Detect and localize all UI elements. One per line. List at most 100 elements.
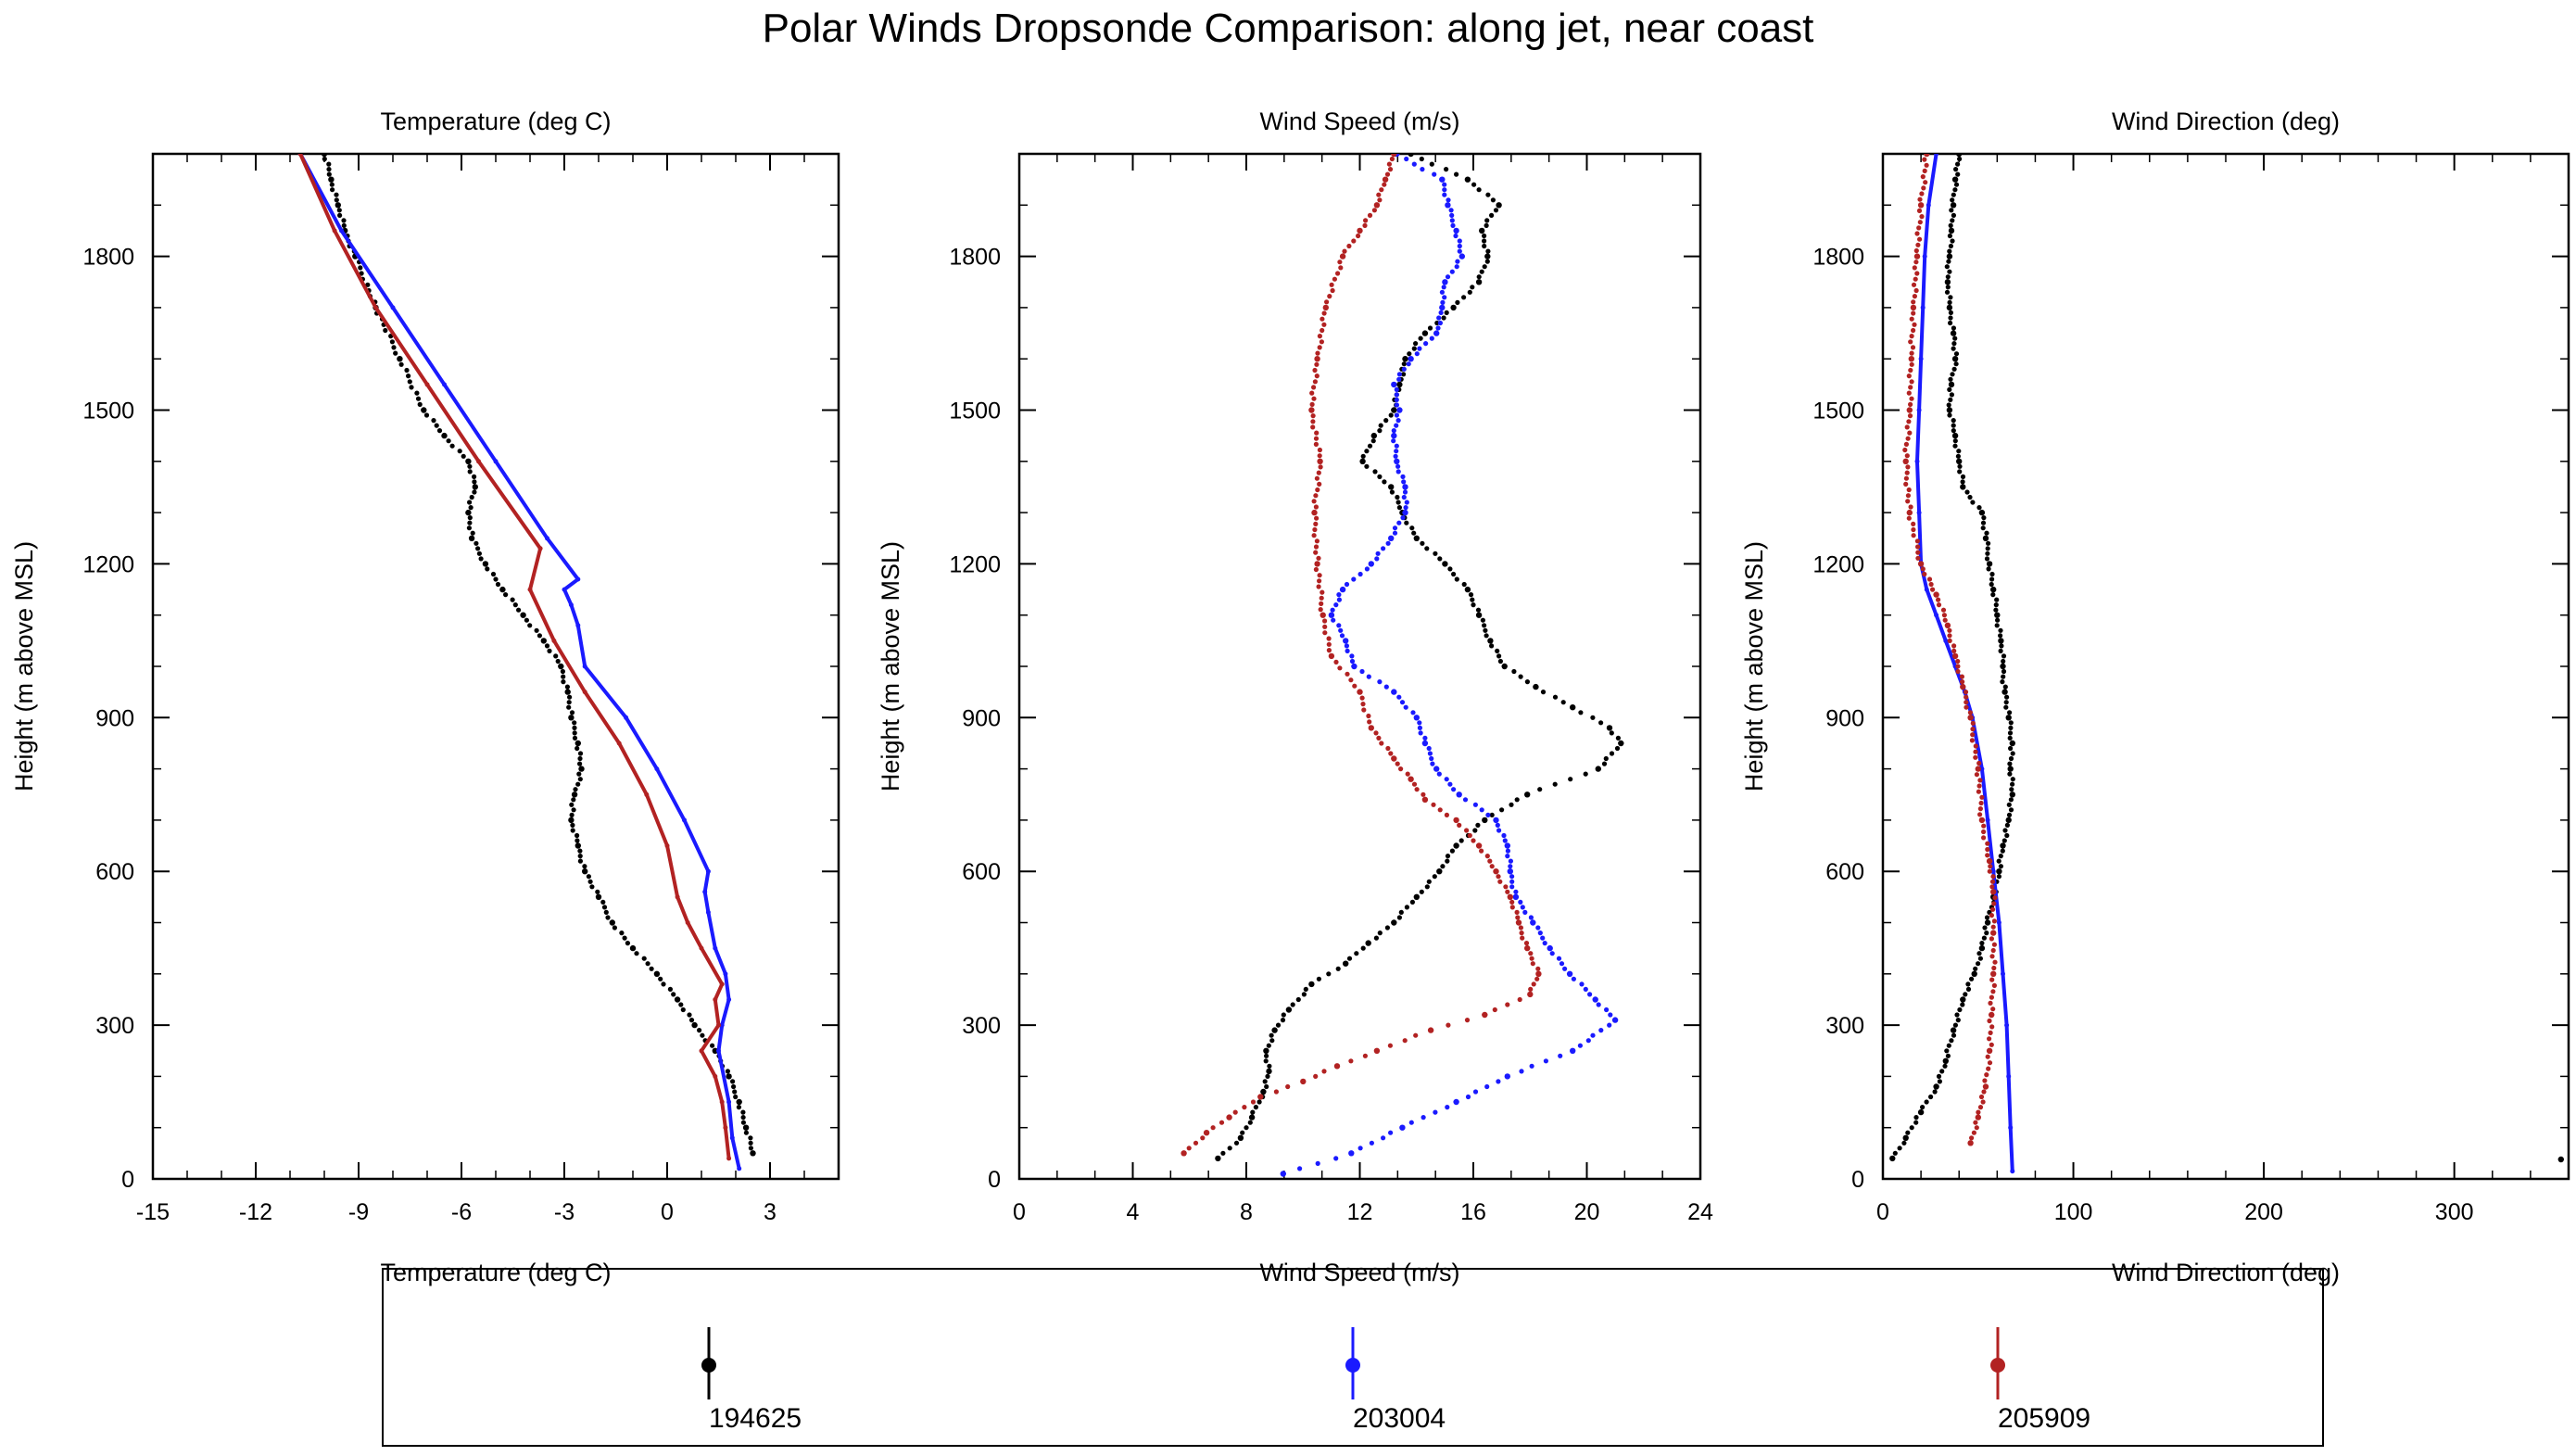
data-point [1999, 643, 2004, 649]
data-point [577, 858, 584, 864]
data-point [1505, 854, 1510, 859]
data-point [1964, 694, 1969, 700]
data-point [1436, 315, 1442, 321]
data-point [1989, 879, 1996, 884]
data-point [685, 920, 690, 925]
series-194625 [321, 154, 756, 1157]
data-point [1913, 253, 1921, 260]
data-point [1377, 428, 1383, 434]
data-point [442, 382, 447, 387]
y-tick-label: 0 [988, 1167, 1001, 1193]
data-point [1382, 182, 1387, 187]
data-point [1919, 191, 1925, 196]
data-point [1476, 187, 1482, 193]
y-tick-label: 1500 [1812, 399, 1864, 424]
data-point [1970, 732, 1976, 738]
data-point [1998, 854, 2003, 859]
data-point [520, 612, 526, 618]
data-point [1981, 829, 1987, 835]
data-point [1391, 432, 1397, 439]
data-point [1344, 643, 1349, 649]
data-point [1326, 971, 1332, 977]
data-point [1499, 807, 1505, 813]
data-point [1903, 441, 1909, 447]
data-point [1916, 408, 1922, 412]
data-point [1970, 500, 1976, 505]
data-point [1969, 976, 1975, 981]
data-point [1433, 551, 1438, 556]
data-point [748, 1140, 753, 1146]
data-point [1960, 683, 1966, 690]
data-point [551, 638, 557, 643]
data-point [1903, 481, 1909, 487]
data-point [1411, 530, 1417, 536]
data-point [1922, 254, 1927, 260]
data-point [582, 690, 587, 695]
data-point [1332, 276, 1337, 282]
data-point [1530, 961, 1535, 967]
data-point [2008, 720, 2014, 726]
data-point [575, 838, 580, 843]
data-point [1944, 1048, 1950, 1054]
data-point [1922, 571, 1927, 577]
data-point [2010, 781, 2015, 787]
data-point [1386, 161, 1392, 167]
data-point [1320, 316, 1325, 322]
data-point [1413, 1032, 1419, 1038]
data-point [1948, 295, 1953, 300]
panel-temperature: Temperature (deg C) Temperature (deg C) He… [10, 108, 840, 1286]
data-point [678, 1002, 684, 1007]
data-point [568, 817, 575, 824]
data-point [1520, 935, 1525, 941]
data-point [1377, 679, 1383, 685]
data-point [478, 556, 484, 562]
data-point [1965, 981, 1971, 987]
legend-box [382, 1268, 2324, 1447]
data-point [1922, 168, 1927, 173]
data-point [1527, 991, 1534, 998]
data-point [1313, 441, 1319, 447]
data-point [1457, 243, 1462, 249]
data-point [1362, 1053, 1368, 1058]
data-point [560, 668, 566, 675]
data-point [1402, 484, 1408, 490]
data-point [1960, 679, 1965, 685]
data-point [1233, 1140, 1240, 1146]
data-point [1989, 1011, 1995, 1019]
data-point [1437, 556, 1443, 562]
series-194625 [1215, 154, 1624, 1162]
data-point [1336, 597, 1342, 602]
data-point [1981, 835, 1987, 841]
data-point [1916, 208, 1923, 213]
data-point [1413, 341, 1419, 347]
data-point [2008, 745, 2014, 752]
data-point [1964, 700, 1969, 705]
data-point [1342, 248, 1347, 254]
data-point [1909, 350, 1914, 356]
data-point [595, 889, 600, 894]
data-point [1313, 521, 1319, 527]
data-point [1993, 602, 1999, 608]
data-point [1391, 154, 1397, 158]
data-point [1571, 976, 1576, 981]
data-point [1308, 981, 1315, 988]
data-point [1908, 385, 1913, 390]
data-point [1915, 555, 1921, 561]
data-point [1951, 356, 1959, 362]
data-point [1917, 202, 1925, 209]
data-point [582, 664, 587, 669]
data-point [1317, 345, 1322, 350]
data-point [1501, 663, 1508, 670]
data-point [1509, 879, 1515, 884]
data-point [1985, 846, 1990, 853]
data-point [723, 1125, 728, 1131]
legend-marker-dot [1345, 1358, 1360, 1373]
data-point [1524, 679, 1530, 685]
data-point [671, 992, 676, 997]
data-point [1464, 828, 1470, 833]
data-point [1984, 1072, 1989, 1078]
data-point [1484, 854, 1490, 859]
data-point [731, 1083, 737, 1090]
data-point [1913, 247, 1919, 254]
data-point [1475, 842, 1483, 849]
